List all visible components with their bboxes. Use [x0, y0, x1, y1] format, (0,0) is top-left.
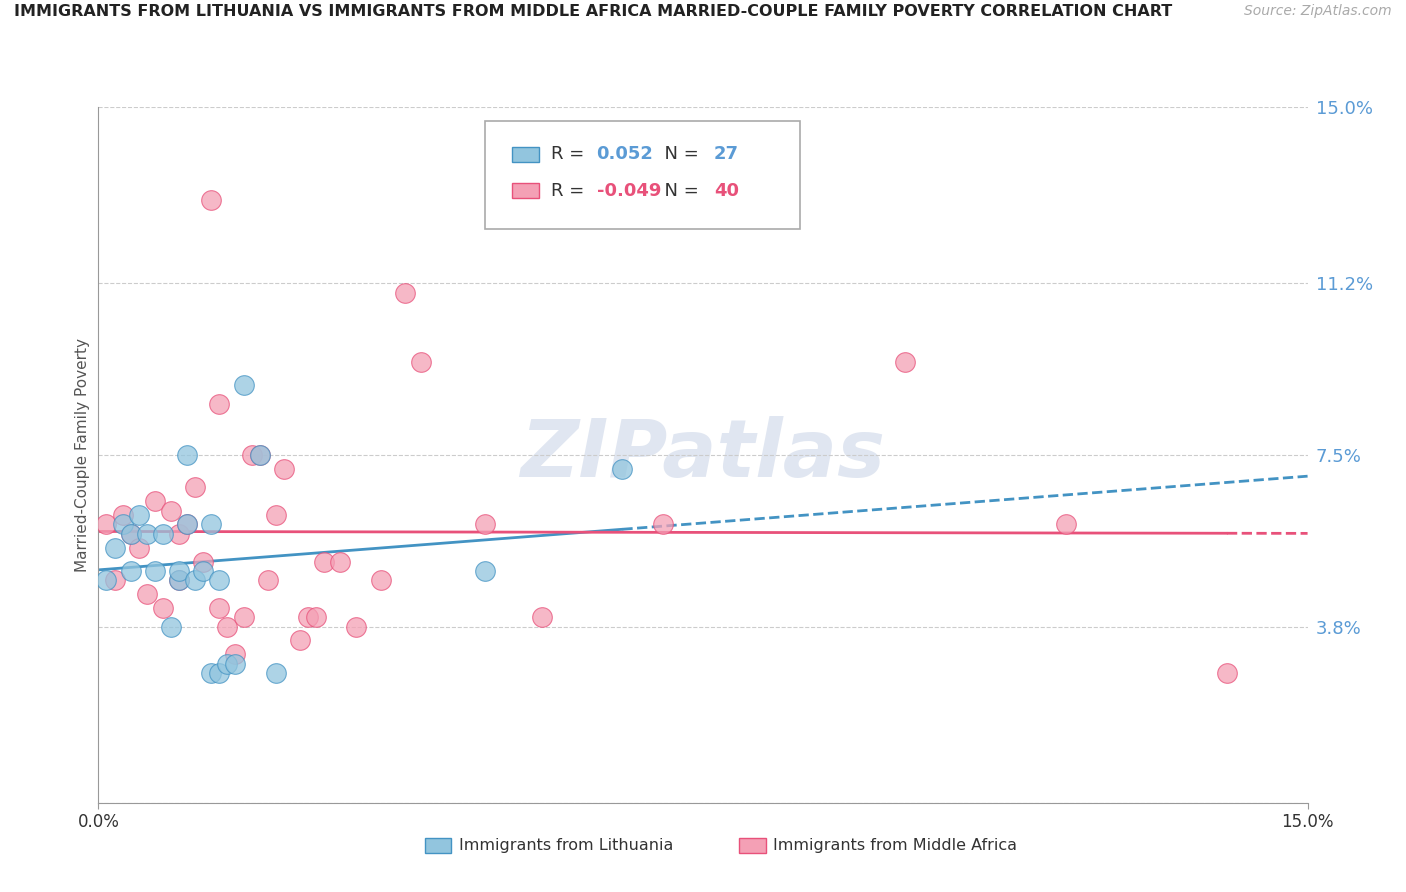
Point	[1216, 665, 1239, 680]
Point	[135, 526, 157, 541]
Bar	[512, 183, 538, 198]
Text: N =: N =	[654, 182, 704, 200]
Point	[167, 573, 190, 587]
Text: R =: R =	[551, 182, 589, 200]
Point	[208, 397, 231, 411]
Point	[264, 665, 287, 680]
Point	[160, 619, 183, 633]
Point	[111, 508, 134, 523]
Point	[120, 526, 142, 541]
FancyBboxPatch shape	[485, 121, 800, 229]
Point	[370, 573, 392, 587]
Point	[160, 503, 183, 517]
Text: 40: 40	[714, 182, 740, 200]
Point	[651, 517, 673, 532]
Point	[612, 462, 634, 476]
Point	[96, 517, 118, 532]
Point	[128, 508, 150, 523]
Point	[249, 448, 271, 462]
Point	[111, 517, 134, 532]
Point	[152, 601, 174, 615]
Y-axis label: Married-Couple Family Poverty: Married-Couple Family Poverty	[75, 338, 90, 572]
Point	[167, 573, 190, 587]
Point	[176, 517, 198, 532]
Point	[305, 610, 328, 624]
Point	[264, 508, 287, 523]
Point	[152, 526, 174, 541]
Point	[120, 564, 142, 578]
Point	[128, 541, 150, 555]
Point	[217, 619, 239, 633]
Point	[143, 564, 166, 578]
Point	[96, 573, 118, 587]
Point	[176, 448, 198, 462]
Point	[193, 555, 215, 569]
Bar	[740, 838, 766, 853]
Point	[232, 378, 254, 392]
Point	[344, 619, 367, 633]
Point	[167, 564, 190, 578]
Point	[200, 193, 222, 207]
Point	[200, 517, 222, 532]
Point	[329, 555, 352, 569]
Text: R =: R =	[551, 145, 589, 163]
Text: Source: ZipAtlas.com: Source: ZipAtlas.com	[1244, 4, 1392, 19]
Text: ZIPatlas: ZIPatlas	[520, 416, 886, 494]
Point	[176, 517, 198, 532]
Point	[409, 355, 432, 369]
Point	[217, 657, 239, 671]
Point	[249, 448, 271, 462]
Bar	[512, 146, 538, 162]
Point	[1054, 517, 1077, 532]
Point	[103, 573, 125, 587]
Point	[120, 526, 142, 541]
Point	[232, 610, 254, 624]
Point	[240, 448, 263, 462]
Point	[256, 573, 278, 587]
Point	[208, 665, 231, 680]
Point	[103, 541, 125, 555]
Bar	[425, 838, 451, 853]
Point	[135, 587, 157, 601]
Point	[193, 564, 215, 578]
Point	[530, 610, 553, 624]
Point	[208, 601, 231, 615]
Text: 27: 27	[714, 145, 740, 163]
Point	[314, 555, 336, 569]
Point	[297, 610, 319, 624]
Point	[273, 462, 295, 476]
Point	[288, 633, 311, 648]
Text: Immigrants from Middle Africa: Immigrants from Middle Africa	[773, 838, 1017, 853]
Point	[224, 648, 246, 662]
Point	[394, 285, 416, 300]
Point	[208, 573, 231, 587]
Point	[184, 480, 207, 494]
Point	[200, 665, 222, 680]
Text: N =: N =	[654, 145, 704, 163]
Point	[184, 573, 207, 587]
Point	[143, 494, 166, 508]
Text: 0.052: 0.052	[596, 145, 654, 163]
Point	[224, 657, 246, 671]
Point	[893, 355, 915, 369]
Text: Immigrants from Lithuania: Immigrants from Lithuania	[458, 838, 673, 853]
Text: IMMIGRANTS FROM LITHUANIA VS IMMIGRANTS FROM MIDDLE AFRICA MARRIED-COUPLE FAMILY: IMMIGRANTS FROM LITHUANIA VS IMMIGRANTS …	[14, 4, 1173, 20]
Text: -0.049: -0.049	[596, 182, 661, 200]
Point	[167, 526, 190, 541]
Point	[474, 564, 496, 578]
Point	[474, 517, 496, 532]
